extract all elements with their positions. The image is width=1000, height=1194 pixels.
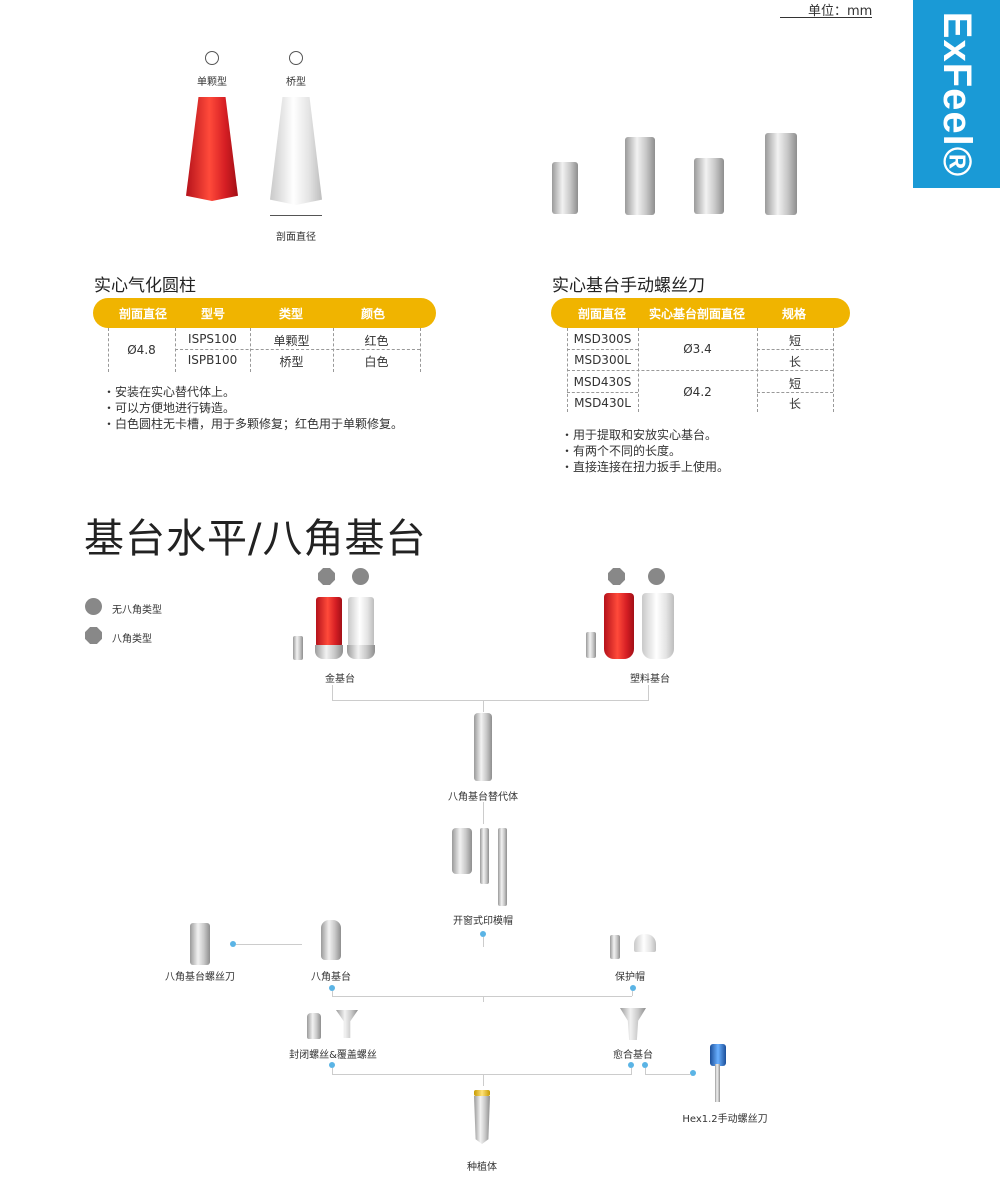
implant-top <box>474 1090 490 1096</box>
col-header: 规格 <box>781 307 806 321</box>
octa-abutment-label: 八角基台 <box>311 972 351 983</box>
coping-pin-image <box>480 828 489 884</box>
coping-pin-image <box>498 828 507 906</box>
gold-abutment-white-image <box>348 597 374 647</box>
unit-underline <box>780 17 872 18</box>
hex-driver-handle <box>710 1044 726 1066</box>
screw-image <box>586 632 596 658</box>
table-cell: MSD300L <box>574 353 631 367</box>
implant-image <box>474 1096 490 1144</box>
screw-image <box>293 636 303 660</box>
healing-abutment-image <box>620 1008 646 1040</box>
table-cell: Ø3.4 <box>683 342 712 356</box>
plastic-abutment-label: 塑料基台 <box>630 674 670 685</box>
table-cell: MSD430L <box>574 396 631 410</box>
driver-long-2-image <box>765 133 797 215</box>
table-cell: 长 <box>788 355 801 369</box>
cover-screw-image <box>307 1013 321 1039</box>
non-octa-type-icon <box>85 598 102 615</box>
col-header: 剖面直径 <box>118 307 167 321</box>
table-cell: ISPS100 <box>188 332 237 346</box>
closing-screw-image <box>336 1010 358 1038</box>
single-type-circle-icon <box>205 51 219 65</box>
octa-type-icon <box>85 627 102 644</box>
plastic-abutment-red-image <box>604 593 634 659</box>
octa-type-icon <box>608 568 625 585</box>
section-title: 基台水平/八角基台 <box>84 516 427 562</box>
table-cell: ISPB100 <box>187 353 238 367</box>
cylinder-table-header: 剖面直径 型号 类型 颜色 <box>93 298 436 328</box>
protection-cap-label: 保护帽 <box>615 972 645 983</box>
octa-abutment-image <box>321 920 341 960</box>
note-item: ・可以方便地进行铸造。 <box>103 401 236 415</box>
table-cell: MSD430S <box>573 375 632 389</box>
col-header: 颜色 <box>360 307 385 321</box>
octa-driver-image <box>190 923 210 965</box>
gold-abutment-label: 金基台 <box>325 674 355 685</box>
table-cell: Ø4.2 <box>683 385 712 399</box>
plastic-abutment-white-image <box>642 593 674 659</box>
white-cylinder-image <box>270 97 322 205</box>
table-cell: 桥型 <box>279 355 304 369</box>
octa-driver-label: 八角基台螺丝刀 <box>165 972 235 983</box>
cylinder-title: 实心气化圆柱 <box>94 276 196 296</box>
coping-image <box>452 828 472 874</box>
table-cell: 白色 <box>364 355 389 369</box>
gold-abutment-red-image <box>316 597 342 647</box>
red-cylinder-image <box>186 97 238 201</box>
cylinder-diameter: Ø4.8 <box>127 343 156 357</box>
col-header: 剖面直径 <box>577 307 626 321</box>
cylinder-notes: ・安装在实心替代体上。 ・可以方便地进行铸造。 ・白色圆柱无卡槽，用于多颗修复；… <box>103 384 403 432</box>
table-cell: MSD300S <box>573 332 632 346</box>
driver-long-1-image <box>625 137 655 215</box>
note-item: ・安装在实心替代体上。 <box>103 385 236 399</box>
section-dimension-line <box>270 215 322 216</box>
gold-abutment-base <box>347 645 375 659</box>
section-diameter-label: 剖面直径 <box>276 232 316 243</box>
note-item: ・白色圆柱无卡槽，用于多颗修复；红色用于单颗修复。 <box>103 417 404 431</box>
table-cell: 红色 <box>364 334 389 348</box>
brand-tab: ExFeel® <box>913 0 1000 188</box>
octa-analog-image <box>474 713 492 781</box>
note-item: ・用于提取和安放实心基台。 <box>561 428 718 442</box>
note-item: ・直接连接在扭力扳手上使用。 <box>561 460 730 474</box>
single-type-label: 单颗型 <box>197 77 227 88</box>
cap-screw-image <box>610 935 620 959</box>
non-octa-type-icon <box>352 568 369 585</box>
unit-label: 单位：mm <box>808 4 873 19</box>
implant-label: 种植体 <box>467 1162 497 1173</box>
driver-short-1-image <box>552 162 578 214</box>
healing-abutment-label: 愈合基台 <box>613 1050 653 1061</box>
screws-label: 封闭螺丝&覆盖螺丝 <box>289 1050 377 1061</box>
table-cell: 长 <box>788 397 801 411</box>
bridge-type-label: 桥型 <box>286 77 306 88</box>
octa-type-icon <box>318 568 335 585</box>
coping-label: 开窗式印模帽 <box>453 916 513 927</box>
driver-notes: ・用于提取和安放实心基台。 ・有两个不同的长度。 ・直接连接在扭力扳手上使用。 <box>561 427 729 475</box>
brand-logo: ExFeel® <box>935 11 979 177</box>
table-cell: 短 <box>788 334 801 348</box>
protection-cap-image <box>634 934 656 952</box>
legend-label: 八角类型 <box>112 634 152 645</box>
table-cell: 单颗型 <box>273 334 310 348</box>
hex-driver-shaft <box>715 1064 720 1102</box>
table-cell: 短 <box>788 377 801 391</box>
note-item: ・有两个不同的长度。 <box>561 444 682 458</box>
gold-abutment-base <box>315 645 343 659</box>
col-header: 型号 <box>200 307 225 321</box>
driver-table-header: 剖面直径 实心基台剖面直径 规格 <box>551 298 850 328</box>
octa-analog-label: 八角基台替代体 <box>448 792 518 803</box>
col-header: 实心基台剖面直径 <box>648 307 745 321</box>
col-header: 类型 <box>278 307 303 321</box>
driver-title: 实心基台手动螺丝刀 <box>552 276 705 296</box>
hex-driver-label: Hex1.2手动螺丝刀 <box>682 1114 768 1125</box>
driver-short-2-image <box>694 158 724 214</box>
non-octa-type-icon <box>648 568 665 585</box>
bridge-type-circle-icon <box>289 51 303 65</box>
legend-label: 无八角类型 <box>112 605 162 616</box>
